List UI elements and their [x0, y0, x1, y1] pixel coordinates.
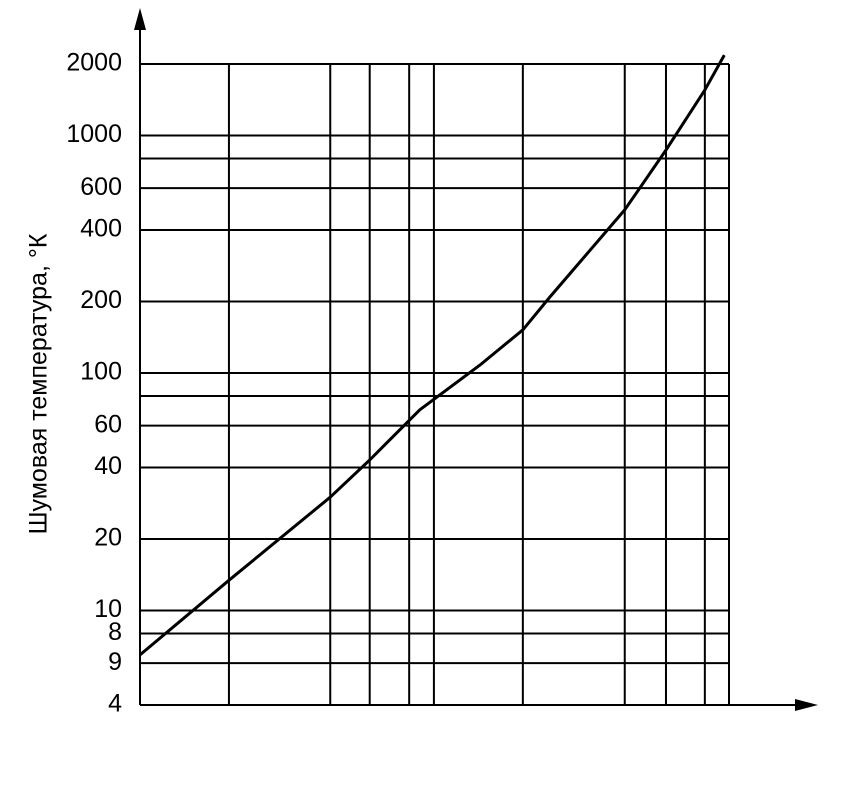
y-tick-label: 1000 — [66, 120, 122, 148]
y-tick-label: 9 — [108, 648, 122, 676]
y-tick-label: 100 — [80, 358, 122, 386]
y-axis-arrow — [134, 8, 146, 30]
y-tick-label: 60 — [94, 410, 122, 438]
y-tick-label: 10 — [94, 595, 122, 623]
y-tick-label: 4 — [108, 690, 122, 718]
y-tick-label: 20 — [94, 524, 122, 552]
y-tick-label: 600 — [80, 173, 122, 201]
y-tick-label: 40 — [94, 452, 122, 480]
y-tick-label: 200 — [80, 286, 122, 314]
y-tick-label: 8 — [108, 618, 122, 646]
y-axis-label: Шумовая температура, °К — [25, 233, 53, 534]
x-axis-arrow — [795, 699, 818, 711]
y-tick-label: 400 — [80, 215, 122, 243]
curve — [139, 54, 726, 657]
y-tick-label: 2000 — [66, 49, 122, 77]
